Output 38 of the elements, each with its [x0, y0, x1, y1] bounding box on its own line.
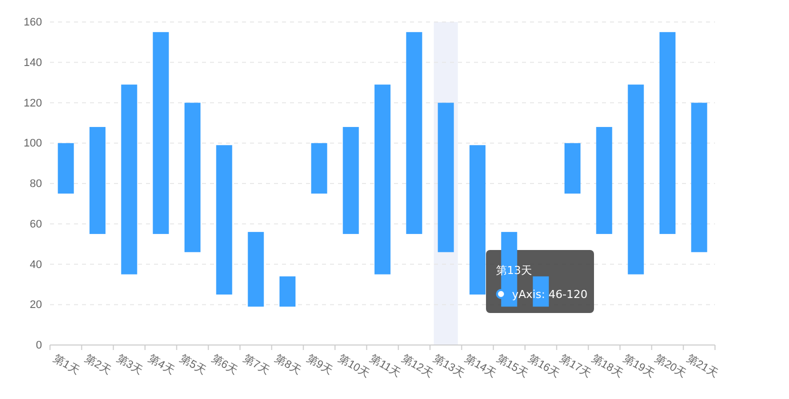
- bar: [564, 143, 580, 194]
- x-tick-label: 第5天: [178, 352, 208, 378]
- bar: [152, 32, 169, 234]
- y-tick-label: 100: [24, 138, 42, 150]
- y-tick-label: 80: [30, 178, 42, 190]
- bar: [121, 84, 138, 274]
- bar: [596, 126, 612, 234]
- bar: [438, 102, 454, 252]
- y-tick-label: 140: [24, 56, 42, 69]
- bar: [660, 32, 676, 234]
- bar: [470, 145, 486, 295]
- x-tick-label: 第2天: [82, 352, 113, 378]
- y-tick-label: 160: [24, 16, 42, 29]
- bar: [691, 102, 708, 252]
- bar: [184, 102, 200, 252]
- bar: [374, 84, 390, 274]
- bar: [58, 143, 74, 194]
- x-tick-label: 第6天: [209, 352, 240, 378]
- y-tick-label: 60: [30, 218, 42, 230]
- bar: [216, 145, 232, 295]
- x-tick-label: 第4天: [146, 352, 176, 378]
- bar: [628, 84, 644, 274]
- bar: [90, 126, 106, 234]
- y-tick-label: 120: [24, 97, 42, 110]
- y-tick-label: 40: [30, 258, 42, 271]
- y-tick-label: 20: [30, 299, 42, 312]
- y-tick-label: 0: [36, 340, 42, 352]
- x-tick-label: 第7天: [240, 352, 272, 378]
- x-tick-label: 第12天: [399, 352, 435, 380]
- x-tick-label: 第3天: [114, 352, 145, 378]
- x-tick-label: 第1天: [50, 352, 82, 378]
- bar: [342, 126, 359, 234]
- bar: [280, 276, 296, 307]
- x-tick-label: 第8天: [272, 352, 303, 378]
- bar: [406, 32, 422, 234]
- bar: [311, 143, 328, 194]
- x-tick-label: 第9天: [304, 352, 335, 378]
- bar: [248, 232, 264, 307]
